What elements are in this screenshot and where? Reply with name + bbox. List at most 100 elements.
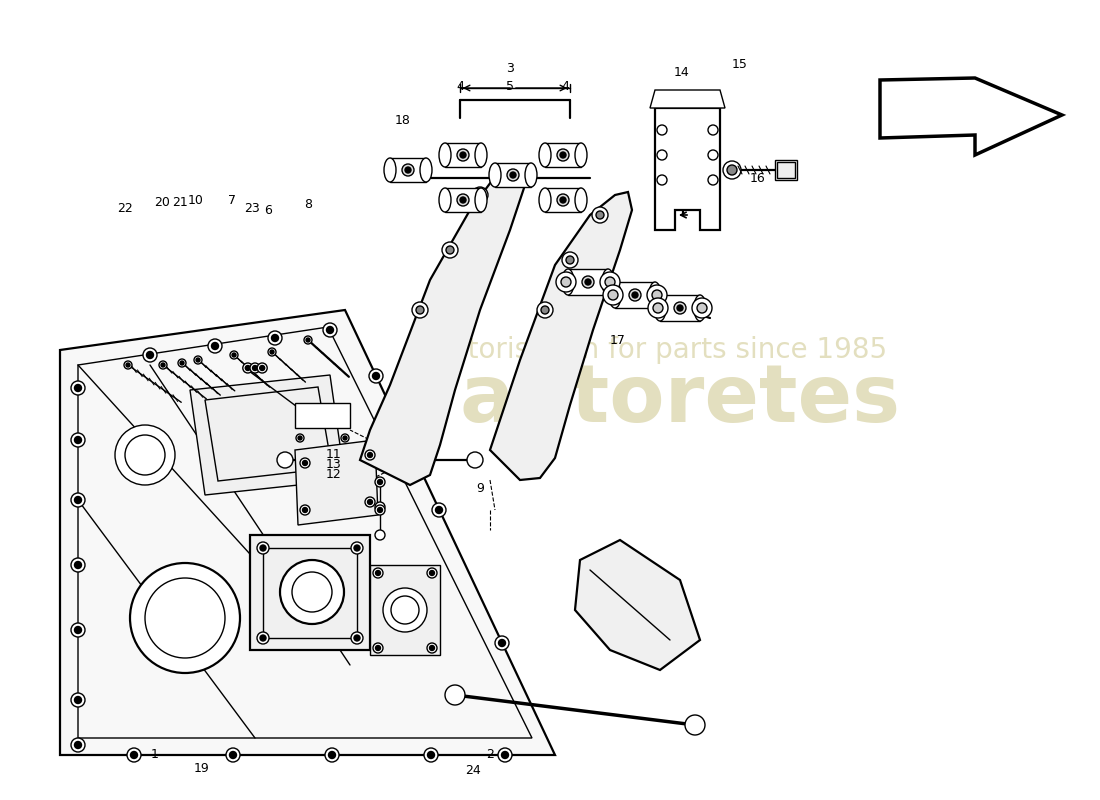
Circle shape: [585, 279, 591, 285]
Circle shape: [367, 453, 373, 458]
Bar: [544, 188, 581, 212]
Circle shape: [685, 715, 705, 735]
Circle shape: [608, 290, 618, 300]
Circle shape: [592, 207, 608, 223]
Circle shape: [507, 169, 519, 181]
Circle shape: [125, 435, 165, 475]
Circle shape: [180, 361, 184, 365]
Text: 20: 20: [154, 197, 169, 210]
Polygon shape: [370, 565, 440, 655]
Circle shape: [692, 298, 712, 318]
Circle shape: [341, 434, 349, 442]
Circle shape: [600, 272, 620, 292]
Ellipse shape: [384, 158, 396, 182]
Circle shape: [460, 152, 466, 158]
Circle shape: [603, 285, 623, 305]
Circle shape: [211, 342, 219, 350]
Circle shape: [268, 348, 276, 356]
Circle shape: [424, 748, 438, 762]
Circle shape: [243, 363, 253, 373]
Circle shape: [306, 338, 310, 342]
Circle shape: [351, 542, 363, 554]
Circle shape: [367, 499, 373, 505]
Polygon shape: [880, 78, 1062, 155]
Text: 16: 16: [750, 171, 766, 185]
Circle shape: [354, 635, 360, 641]
Bar: [446, 188, 481, 212]
Bar: [295, 403, 350, 428]
Circle shape: [343, 436, 346, 440]
Circle shape: [292, 572, 332, 612]
Circle shape: [708, 150, 718, 160]
Circle shape: [160, 361, 167, 369]
Circle shape: [260, 635, 266, 641]
Circle shape: [365, 450, 375, 460]
Circle shape: [75, 385, 81, 391]
Circle shape: [541, 306, 549, 314]
Circle shape: [323, 323, 337, 337]
Circle shape: [632, 292, 638, 298]
Text: 7: 7: [228, 194, 236, 206]
Circle shape: [476, 191, 484, 199]
Circle shape: [277, 452, 293, 468]
Ellipse shape: [475, 143, 487, 167]
Bar: [615, 282, 654, 308]
Bar: [776, 160, 798, 180]
Circle shape: [253, 366, 257, 370]
Circle shape: [226, 748, 240, 762]
Circle shape: [460, 197, 466, 203]
Circle shape: [75, 626, 81, 634]
Circle shape: [257, 363, 267, 373]
Circle shape: [562, 252, 578, 268]
Circle shape: [304, 336, 312, 344]
Circle shape: [329, 751, 336, 758]
Circle shape: [383, 588, 427, 632]
Ellipse shape: [654, 295, 666, 321]
Ellipse shape: [475, 188, 487, 212]
Text: autoretes: autoretes: [460, 361, 901, 439]
Circle shape: [75, 562, 81, 569]
Circle shape: [230, 351, 238, 359]
Circle shape: [178, 359, 186, 367]
Ellipse shape: [602, 269, 614, 295]
Text: 21: 21: [172, 197, 188, 210]
Circle shape: [245, 366, 251, 370]
Text: 18: 18: [395, 114, 411, 126]
Circle shape: [365, 497, 375, 507]
Circle shape: [582, 276, 594, 288]
Circle shape: [131, 751, 138, 758]
Circle shape: [556, 272, 576, 292]
Circle shape: [373, 373, 380, 379]
Circle shape: [653, 303, 663, 313]
Circle shape: [280, 560, 344, 624]
Circle shape: [652, 290, 662, 300]
Circle shape: [596, 211, 604, 219]
Circle shape: [368, 369, 383, 383]
Circle shape: [72, 738, 85, 752]
Circle shape: [268, 331, 282, 345]
Circle shape: [561, 277, 571, 287]
Circle shape: [145, 578, 226, 658]
Circle shape: [416, 306, 424, 314]
Circle shape: [560, 197, 566, 203]
Text: 4: 4: [561, 81, 569, 94]
Circle shape: [498, 748, 512, 762]
Circle shape: [727, 165, 737, 175]
Circle shape: [468, 452, 483, 468]
Text: 14: 14: [674, 66, 690, 78]
Circle shape: [674, 302, 686, 314]
Bar: [777, 162, 795, 178]
Circle shape: [402, 164, 414, 176]
Circle shape: [427, 643, 437, 653]
Circle shape: [446, 685, 465, 705]
Circle shape: [72, 623, 85, 637]
Circle shape: [354, 545, 360, 551]
Circle shape: [442, 242, 458, 258]
Text: 5: 5: [506, 81, 514, 94]
Circle shape: [375, 505, 385, 515]
Circle shape: [72, 433, 85, 447]
Bar: [544, 143, 581, 167]
Circle shape: [708, 175, 718, 185]
Text: 23: 23: [244, 202, 260, 214]
Circle shape: [429, 646, 434, 650]
